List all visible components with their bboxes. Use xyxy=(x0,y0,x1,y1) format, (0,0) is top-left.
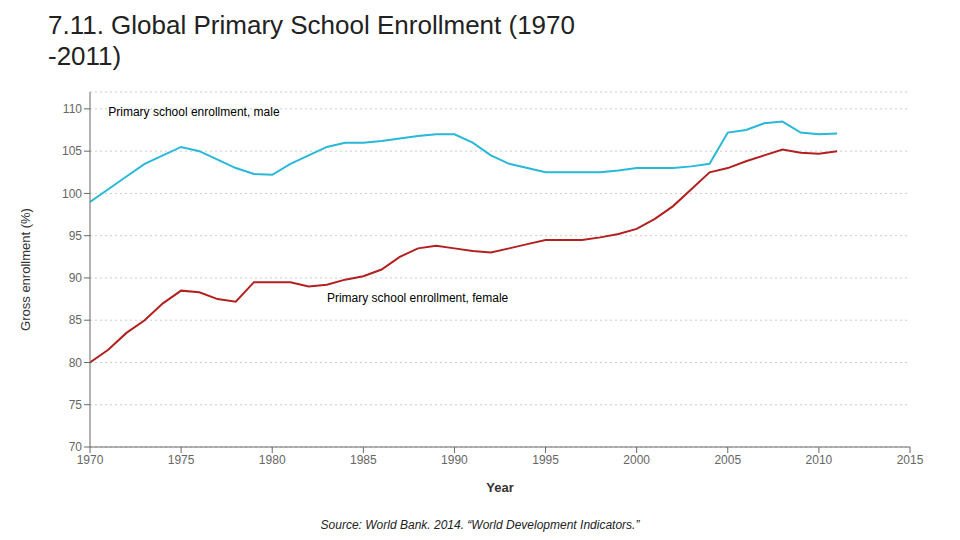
html-text:Source: World Bank. 2014. “Wor: Source: World Bank. 2014. “World Develop… xyxy=(320,518,640,532)
svg-text:70: 70 xyxy=(69,440,83,454)
html-text:-2011): -2011) xyxy=(48,41,122,71)
svg-text:105: 105 xyxy=(62,144,82,158)
svg-text:Year: Year xyxy=(486,480,513,495)
svg-text:Gross enrollment (%): Gross enrollment (%) xyxy=(18,208,33,331)
svg-text:1985: 1985 xyxy=(350,453,377,467)
svg-text:75: 75 xyxy=(69,398,83,412)
svg-text:80: 80 xyxy=(69,356,83,370)
svg-text:Primary school enrollment, fem: Primary school enrollment, female xyxy=(327,291,509,305)
svg-text:2015: 2015 xyxy=(897,453,924,467)
svg-text:1970: 1970 xyxy=(77,453,104,467)
svg-text:2005: 2005 xyxy=(714,453,741,467)
svg-text:2000: 2000 xyxy=(623,453,650,467)
svg-text:90: 90 xyxy=(69,271,83,285)
svg-text:85: 85 xyxy=(69,313,83,327)
svg-text:1990: 1990 xyxy=(441,453,468,467)
svg-text:110: 110 xyxy=(63,102,82,116)
svg-text:1980: 1980 xyxy=(259,453,286,467)
svg-text:2010: 2010 xyxy=(806,453,833,467)
svg-text:100: 100 xyxy=(62,187,82,201)
svg-text:Primary school enrollment, mal: Primary school enrollment, male xyxy=(108,105,280,119)
svg-text:1995: 1995 xyxy=(532,453,559,467)
html-text:7.11. Global Primary School En: 7.11. Global Primary School Enrollment (… xyxy=(48,10,575,40)
svg-text:95: 95 xyxy=(69,229,83,243)
svg-text:1975: 1975 xyxy=(168,453,195,467)
